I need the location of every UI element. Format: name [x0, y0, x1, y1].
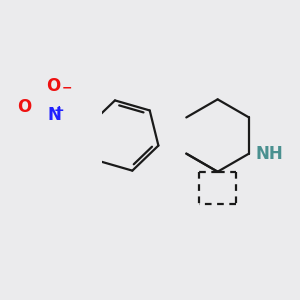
Text: −: −: [62, 81, 72, 94]
Text: O: O: [46, 77, 61, 95]
Text: NH: NH: [256, 145, 283, 163]
Text: O: O: [17, 98, 32, 116]
Text: N: N: [47, 106, 61, 124]
Text: +: +: [53, 104, 64, 117]
